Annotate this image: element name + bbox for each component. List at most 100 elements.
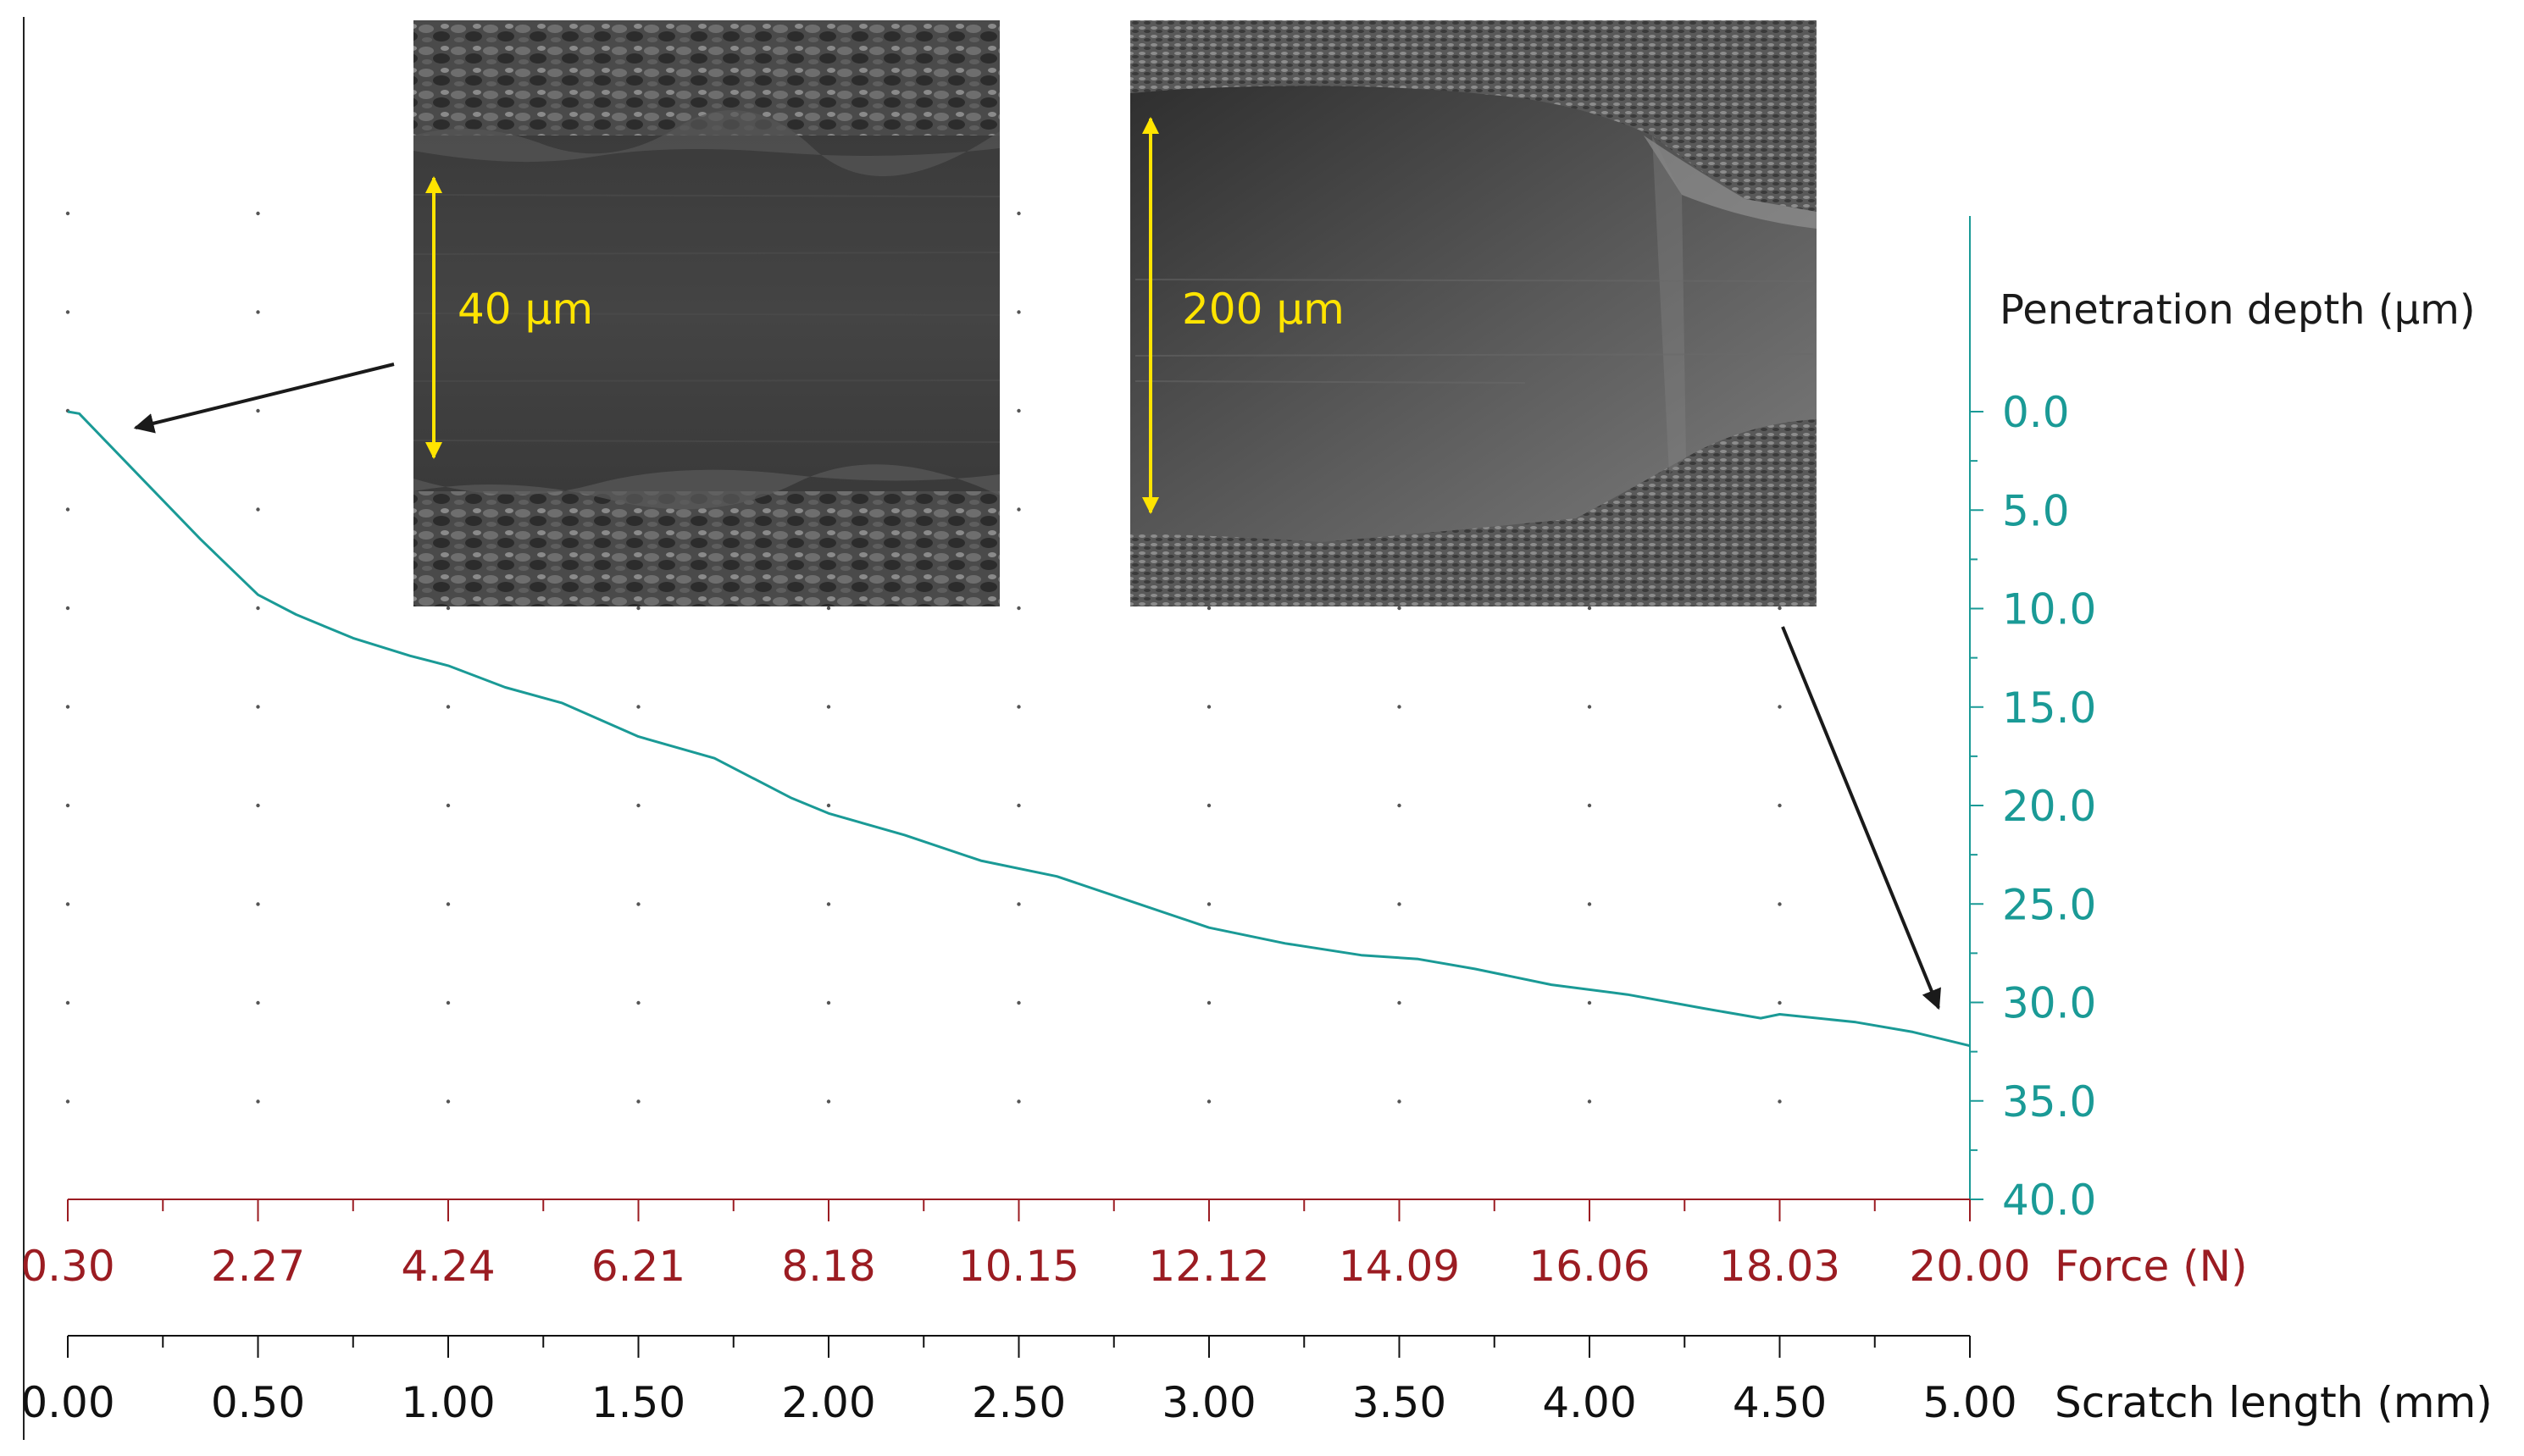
grid-dot — [1397, 902, 1401, 906]
grid-dot — [1017, 1099, 1021, 1104]
axis-tick-label: 8.18 — [781, 1242, 875, 1291]
grid-dot — [636, 705, 641, 709]
axis-tick-label: 4.24 — [401, 1242, 495, 1291]
grid-dot — [1207, 1099, 1212, 1104]
grid-dot — [256, 1099, 260, 1104]
pointer-arrow-start-icon — [133, 363, 395, 434]
axis-tick-label: 2.27 — [211, 1242, 305, 1291]
grid-dot — [446, 1000, 451, 1005]
axis-tick-label: 12.12 — [1148, 1242, 1269, 1291]
grid-dot — [1778, 902, 1782, 906]
axis-tick-label: 6.21 — [591, 1242, 685, 1291]
grid-dot — [826, 705, 831, 709]
grid-dot — [1017, 1000, 1021, 1005]
series-layer — [67, 410, 1971, 1048]
grid-dot — [446, 606, 451, 611]
axis-tick-label: 10.15 — [958, 1242, 1079, 1291]
grid-dot — [1207, 606, 1212, 611]
grid-dot — [446, 1099, 451, 1104]
pointer-arrow-end-icon — [1781, 626, 1941, 1010]
grid-dot — [256, 803, 260, 808]
grid-dot — [1587, 902, 1592, 906]
y-tick-label: 25.0 — [2002, 880, 2096, 929]
grid-dot — [256, 1000, 260, 1005]
grid-dot — [1207, 705, 1212, 709]
force-axis: 0.30 2.27 4.24 6.21 8.18 10.15 12.12 14.09 16.06… — [20, 1199, 2248, 1291]
grid-dot — [1778, 803, 1782, 808]
axis-tick-label: 16.06 — [1528, 1242, 1650, 1291]
grid-dot — [636, 1099, 641, 1104]
grid-dot — [1587, 803, 1592, 808]
y-tick-label: 35.0 — [2002, 1077, 2096, 1127]
grid-dot — [1207, 1000, 1212, 1005]
grid-dot — [1778, 1099, 1782, 1104]
grid-dot — [1017, 211, 1021, 216]
y-tick-label: 20.0 — [2002, 782, 2096, 831]
grid-dot — [65, 803, 70, 808]
grid-dot — [256, 507, 260, 512]
grid-dot — [65, 705, 70, 709]
grid-dot — [446, 902, 451, 906]
axis-tick-label: 3.00 — [1162, 1378, 1256, 1427]
grid-dot — [636, 1000, 641, 1005]
axis-tick-label: 4.00 — [1542, 1378, 1636, 1427]
scratch-length-axis: 0.00 0.50 1.00 1.50 2.00 2.50 3.00 3.50 4.00 4.50… — [20, 1335, 2493, 1427]
grid-dot — [446, 705, 451, 709]
grid-dot — [1778, 606, 1782, 611]
grid-dot — [1017, 902, 1021, 906]
grid-dot — [1207, 902, 1212, 906]
grid-dot — [826, 1099, 831, 1104]
grid-dot — [65, 211, 70, 216]
grid-dot — [1587, 1000, 1592, 1005]
axis-tick-label: 0.50 — [211, 1378, 305, 1427]
grid-dot — [65, 606, 70, 611]
grid-dot — [256, 211, 260, 216]
grid-dot — [1017, 803, 1021, 808]
grid-dot — [636, 803, 641, 808]
y-tick-label: 40.0 — [2002, 1176, 2096, 1225]
y-axis-title: Penetration depth (µm) — [2000, 286, 2476, 334]
grid-dot — [826, 606, 831, 611]
y-tick-label: 15.0 — [2002, 684, 2096, 733]
sem-image-start: 40 µm — [413, 20, 1001, 606]
axis-tick-label: 0.30 — [20, 1242, 114, 1291]
axis-tick-label: 0.00 — [20, 1378, 114, 1427]
grid-dot — [1397, 803, 1401, 808]
grid-dot — [1017, 507, 1021, 512]
axis-tick-label: 2.00 — [781, 1378, 875, 1427]
grid-dot — [256, 902, 260, 906]
grid-dot — [1017, 705, 1021, 709]
grid-dot — [65, 1099, 70, 1104]
scale-label-200um: 200 µm — [1182, 285, 1345, 334]
grid-dot — [1778, 705, 1782, 709]
grid-dot — [1397, 1000, 1401, 1005]
grid-dot — [826, 1000, 831, 1005]
y-tick-label: 10.0 — [2002, 585, 2096, 634]
sem-image-end: 200 µm — [1130, 20, 1817, 606]
grid-dot — [1207, 803, 1212, 808]
grid-dot — [256, 310, 260, 314]
grid-dot — [826, 902, 831, 906]
grid-dot — [1017, 606, 1021, 611]
y-tick-label: 5.0 — [2002, 486, 2070, 535]
grid-dot — [256, 606, 260, 611]
scale-label-40um: 40 µm — [458, 285, 593, 334]
grid-dot — [1017, 310, 1021, 314]
axis-title: Force (N) — [2055, 1242, 2248, 1291]
grid-dot — [636, 606, 641, 611]
axis-tick-label: 1.50 — [591, 1378, 685, 1427]
axis-tick-label: 2.50 — [972, 1378, 1066, 1427]
axis-tick-label: 14.09 — [1339, 1242, 1460, 1291]
grid-dot — [1587, 606, 1592, 611]
axis-tick-label: 5.00 — [1922, 1378, 2016, 1427]
grid-dot — [65, 310, 70, 314]
axis-tick-label: 3.50 — [1352, 1378, 1446, 1427]
grid-dot — [446, 803, 451, 808]
grid-dot — [1587, 1099, 1592, 1104]
grid-dot — [65, 507, 70, 512]
grid-dot — [1017, 408, 1021, 413]
grid-dot — [1397, 606, 1401, 611]
y-tick-label: 0.0 — [2002, 388, 2070, 437]
axis-tick-label: 1.00 — [401, 1378, 495, 1427]
